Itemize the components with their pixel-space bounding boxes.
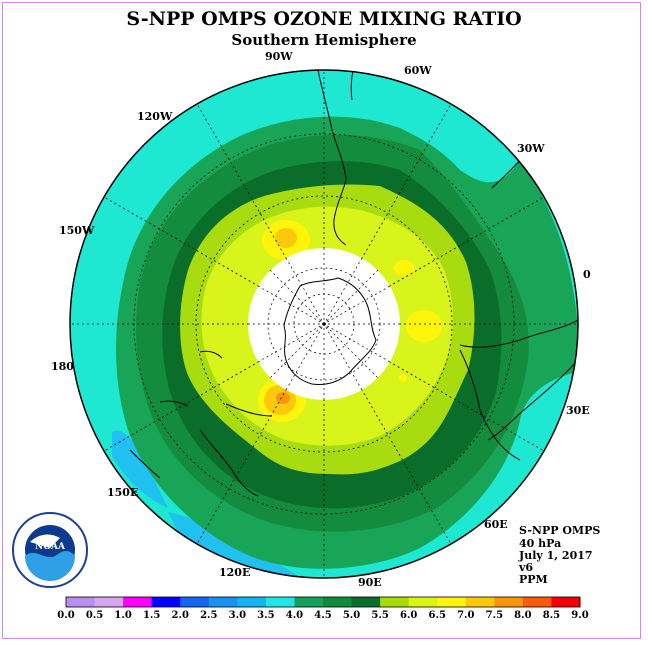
lon-label-120e: 120E [219, 566, 250, 579]
colorbar-segment [323, 597, 353, 607]
colorbar-tick-label: 4.5 [314, 610, 331, 621]
lon-label-30w: 30W [517, 142, 545, 155]
colorbar-tick-label: 5.5 [371, 610, 388, 621]
colorbar-segment [551, 597, 581, 607]
lon-label-60e: 60E [484, 518, 508, 531]
lon-label-30e: 30E [566, 404, 590, 417]
lon-label-150e: 150E [107, 486, 138, 499]
colorbar-segment [237, 597, 267, 607]
lon-label-150w: 150W [59, 224, 95, 237]
info-block: S-NPP OMPS 40 hPa July 1, 2017 v6 PPM [518, 524, 600, 586]
colorbar-segment [522, 597, 552, 607]
lon-label-0: 0 [583, 268, 591, 281]
info-version: v6 [518, 561, 533, 574]
noaa-logo-text: NOAA [35, 542, 66, 552]
colorbar-tick-label: 0.0 [57, 610, 74, 621]
band-7-0-ppm-west [275, 228, 297, 248]
colorbar-segment [151, 597, 181, 607]
band-6-5-ppm-spot [399, 374, 407, 382]
lon-label-90e: 90E [358, 576, 382, 589]
colorbar-tick-label: 2.5 [200, 610, 217, 621]
map-border [69, 69, 579, 579]
colorbar-tick-label: 5.0 [343, 610, 360, 621]
colorbar-tick-label: 6.5 [429, 610, 446, 621]
colorbar-tick-label: 8.0 [514, 610, 531, 621]
map-subtitle: Southern Hemisphere [231, 31, 417, 49]
lon-label-120w: 120W [137, 110, 173, 123]
info-pressure: 40 hPa [519, 537, 561, 550]
polar-blank-region [248, 248, 400, 400]
colorbar-tick-label: 9.0 [571, 610, 588, 621]
colorbar-tick-label: 4.0 [286, 610, 303, 621]
colorbar-tick-label: 7.0 [457, 610, 474, 621]
band-7-5-ppm-south [276, 392, 290, 404]
lon-label-180: 180 [51, 360, 74, 373]
colorbar-segment [208, 597, 238, 607]
colorbar-tick-label: 3.5 [257, 610, 274, 621]
antarctica-coastline [283, 277, 377, 385]
info-units: PPM [519, 573, 548, 586]
lon-label-90w: 90W [265, 50, 293, 63]
colorbar-segment [123, 597, 153, 607]
band-6-5-ppm-east [394, 260, 414, 276]
colorbar-tick-label: 7.5 [486, 610, 503, 621]
band-3-0-ppm-east [112, 430, 168, 508]
map-title: S-NPP OMPS OZONE MIXING RATIO [126, 8, 522, 30]
noaa-logo: NOAA [12, 512, 88, 588]
info-instrument: S-NPP OMPS [519, 524, 600, 537]
colorbar-segment [180, 597, 210, 607]
image-frame [2, 2, 641, 639]
colorbar-tick-label: 2.0 [172, 610, 189, 621]
colorbar-tick-label: 6.0 [400, 610, 417, 621]
colorbar-tick-label: 1.0 [114, 610, 131, 621]
meridians [70, 70, 578, 578]
coastlines [129, 70, 578, 497]
lon-label-60w: 60W [404, 64, 432, 77]
colorbar-segment [265, 597, 295, 607]
colorbar-tick-label: 1.5 [143, 610, 160, 621]
colorbar-segment [494, 597, 524, 607]
band-6-5-ppm-north-east [406, 310, 442, 342]
colorbar: 0.0 0.5 1.0 1.5 2.0 2.5 3.0 3.5 4.0 4.5 5.0 5.5 6.0 6… [57, 596, 589, 621]
colorbar-tick-label: 8.5 [543, 610, 560, 621]
colorbar-segment [408, 597, 438, 607]
colorbar-segment [294, 597, 324, 607]
colorbar-tick-label: 0.5 [86, 610, 103, 621]
colorbar-segment [380, 597, 410, 607]
colorbar-segment [66, 597, 96, 607]
longitude-labels: 90W 60W 30W 120W 150W 0 180 30E 150E 60E… [51, 50, 591, 589]
colorbar-segment [465, 597, 495, 607]
colorbar-segment [94, 597, 124, 607]
colorbar-segment [437, 597, 467, 607]
info-date: July 1, 2017 [518, 549, 593, 562]
colorbar-tick-label: 3.0 [229, 610, 246, 621]
colorbar-segment [351, 597, 381, 607]
colorbar-outline [65, 596, 581, 608]
